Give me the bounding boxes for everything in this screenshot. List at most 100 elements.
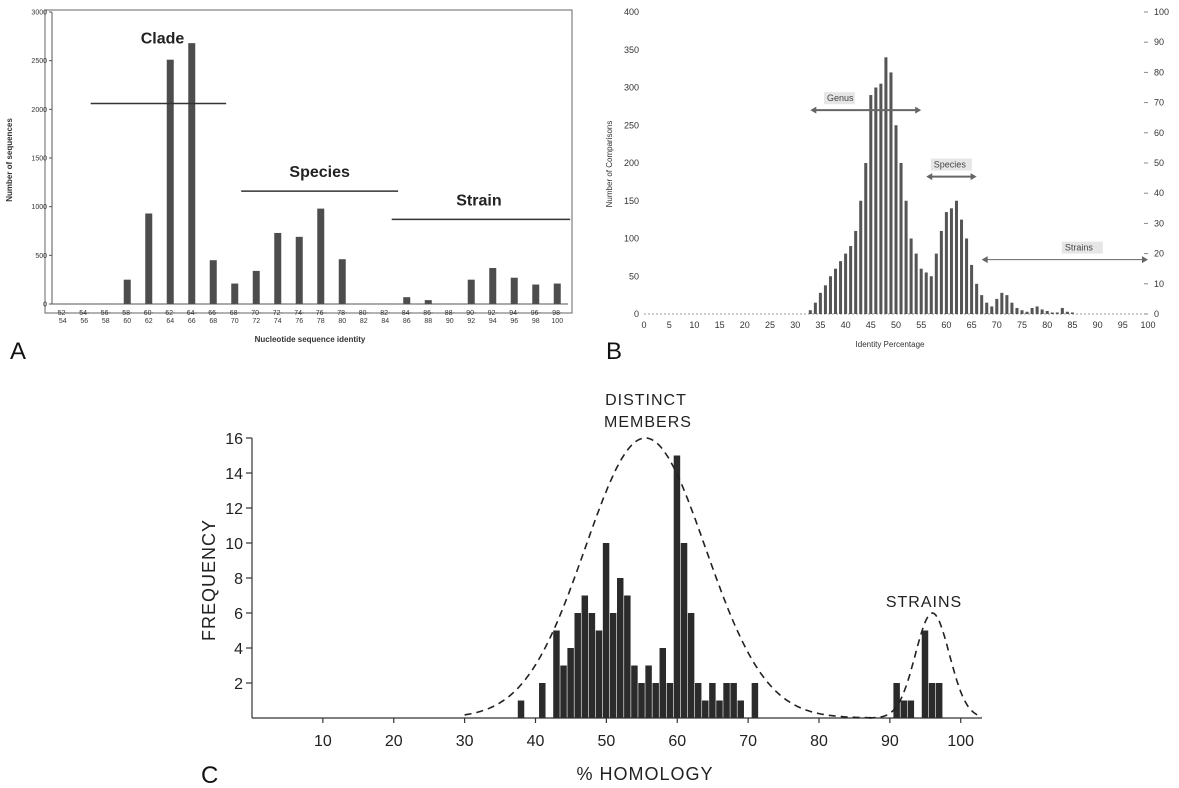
panel-a-bar (510, 277, 518, 304)
panel-b-bar (995, 298, 999, 314)
panel-c-bar (737, 700, 744, 718)
panel-c-bar (935, 683, 943, 718)
panel-b-bar (1000, 292, 1004, 314)
panel-a-x-tick-label: 66- (208, 310, 219, 317)
panel-b-annotation-label-bg (823, 92, 855, 105)
panel-b-bar (818, 292, 822, 314)
panel-b-x-tick-label: 90 (1093, 320, 1103, 330)
panel-b-bar (1055, 312, 1059, 314)
panel-a-x-tick-label: 70- (251, 310, 262, 317)
panel-b-bar (813, 302, 817, 314)
panel-a-x-tick-label: 82- (380, 310, 391, 317)
panel-b-bar (828, 276, 832, 314)
panel-a-x-tick-label: 92- (488, 310, 499, 317)
panel-c-bar (659, 648, 667, 718)
panel-a-x-tick-label: 90- (466, 310, 477, 317)
panel-c-bars (517, 455, 943, 718)
panel-b-bar (1020, 310, 1024, 314)
panel-a-bar (188, 43, 196, 304)
panel-b-x-tick-label: 30 (790, 320, 800, 330)
panel-b-y-tick-label: 0 (634, 309, 639, 319)
panel-b-bar (859, 200, 863, 314)
panel-a-x-tick-label: 86- (423, 310, 434, 317)
panel-a-bar (231, 283, 239, 304)
panel-b-arrowhead-left (810, 106, 817, 114)
panel-b-y2-tick-label: 80 (1154, 67, 1164, 77)
panel-b: 0501001502002503003504000102030405060708… (605, 7, 1169, 365)
panel-b-y2-tick-label: 70 (1154, 98, 1164, 108)
panel-a-annotations: Clade Species Strain (90, 30, 571, 221)
panel-b-letter: B (606, 338, 622, 365)
panel-a-bars (102, 43, 561, 305)
panel-b-bar (1060, 307, 1064, 314)
panel-b-annotation-label-bg (1061, 241, 1103, 254)
panel-a-x-tick-label: 70 (231, 318, 239, 325)
panel-a-x-tick-label: 98 (532, 318, 540, 325)
panel-b-y2-tick-label: 60 (1154, 128, 1164, 138)
panel-b-x-tick-label: 85 (1067, 320, 1077, 330)
panel-b-bar (934, 253, 938, 314)
panel-b-bar (889, 72, 893, 315)
panel-c-bar (539, 683, 546, 718)
panel-b-bar (1010, 302, 1014, 314)
panel-a-y-tick-label: 1500 (31, 156, 47, 163)
panel-b-x-tick-label: 70 (992, 320, 1002, 330)
panel-b-x-tick-label: 100 (1140, 320, 1155, 330)
panel-a-bar (403, 297, 411, 304)
panel-a-x-tick-label: 84 (381, 318, 389, 325)
panel-b-bar (879, 83, 883, 314)
panel-c-x-tick-label: 50 (597, 733, 615, 750)
panel-c-y-tick-label: 4 (234, 641, 243, 658)
panel-a-x-tick-label: 64- (187, 310, 198, 317)
panel-a-y-tick-label: 2500 (31, 58, 47, 65)
panel-c-bar (624, 595, 631, 718)
panel-b-bar (914, 253, 918, 314)
panel-b-bar (970, 264, 974, 314)
panel-c-xlabel: % HOMOLOGY (576, 764, 713, 784)
panel-c-x-tick-label: 70 (739, 733, 757, 750)
panel-c-bar (588, 613, 596, 718)
panel-b-x-tick-label: 25 (765, 320, 775, 330)
panel-c-curves (464, 437, 983, 719)
panel-c-bar (609, 613, 617, 718)
panel-c-bar (553, 630, 560, 718)
panel-a-x-tick-label: 96 (510, 318, 518, 325)
panel-b-y2-tick-label: 50 (1154, 158, 1164, 168)
panel-b-ylabel: Number of Comparisons (605, 121, 614, 208)
panel-c-bar (687, 613, 695, 718)
panel-b-bar (894, 125, 898, 314)
panel-c-bar (723, 683, 730, 718)
panel-b-y2-tick-label: 100 (1154, 7, 1169, 17)
panel-b-bar (834, 268, 838, 314)
panel-a-x-tick-label: 64 (166, 318, 174, 325)
panel-a-x-tick-label: 62- (165, 310, 176, 317)
panel-c-bar (517, 700, 525, 718)
panel-c-y-tick-label: 10 (225, 536, 243, 553)
panel-a-x-tick-label: 100 (551, 318, 563, 325)
panel-a-x-tick-label: 74- (294, 310, 305, 317)
panel-b-y2-tick-label: 90 (1154, 37, 1164, 47)
panel-b-x-tick-label: 5 (667, 320, 672, 330)
panel-b-bar (808, 310, 812, 314)
panel-a-bar (274, 232, 282, 304)
panel-a-y-tick-label: 500 (35, 253, 47, 260)
panel-c-bar (666, 683, 674, 718)
panel-a-axes: 0 500 1000 1500 2000 2500 3000 52-54 54-56 56-58 5… (31, 10, 568, 325)
panel-a-x-tick-label: 92 (467, 318, 475, 325)
panel-b-x-tick-label: 35 (815, 320, 825, 330)
panel-c-bar (680, 543, 688, 718)
panel-a-x-tick-label: 60 (123, 318, 131, 325)
panel-a-x-tick-label: 58 (102, 318, 110, 325)
panel-c-bar (595, 630, 603, 718)
panel-c-bar (921, 630, 929, 718)
panel-b-bar (929, 276, 933, 314)
panel-b-x-tick-label: 95 (1118, 320, 1128, 330)
panel-a-x-tick-label: 80- (359, 310, 370, 317)
panel-c-bar (907, 700, 915, 718)
panel-c-annotation-distinct: DISTINCT (605, 392, 687, 409)
panel-b-y-tick-label: 350 (624, 45, 639, 55)
panel-c-bar (638, 683, 645, 718)
panel-c-bar (730, 683, 737, 718)
panel-c-letter: C (201, 762, 218, 788)
panel-b-bar (944, 212, 948, 314)
